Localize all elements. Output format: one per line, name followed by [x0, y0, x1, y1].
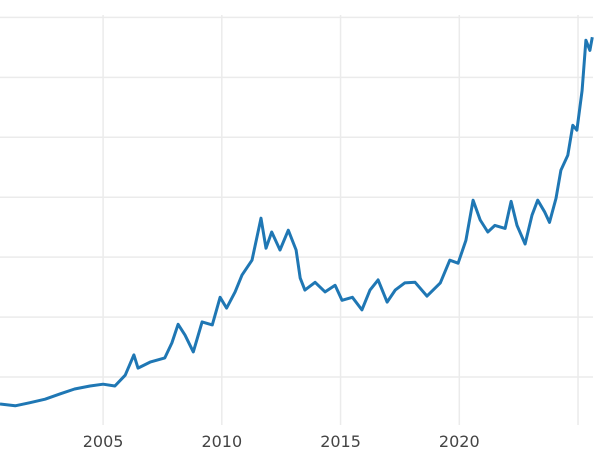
gridlines [0, 15, 593, 425]
x-axis-ticks: 2005 2010 2015 2020 [83, 432, 480, 450]
x-tick-label: 2015 [320, 432, 361, 450]
x-tick-label: 2010 [201, 432, 242, 450]
x-tick-label: 2020 [439, 432, 480, 450]
series-line [0, 36, 594, 408]
x-tick-label: 2005 [83, 432, 124, 450]
